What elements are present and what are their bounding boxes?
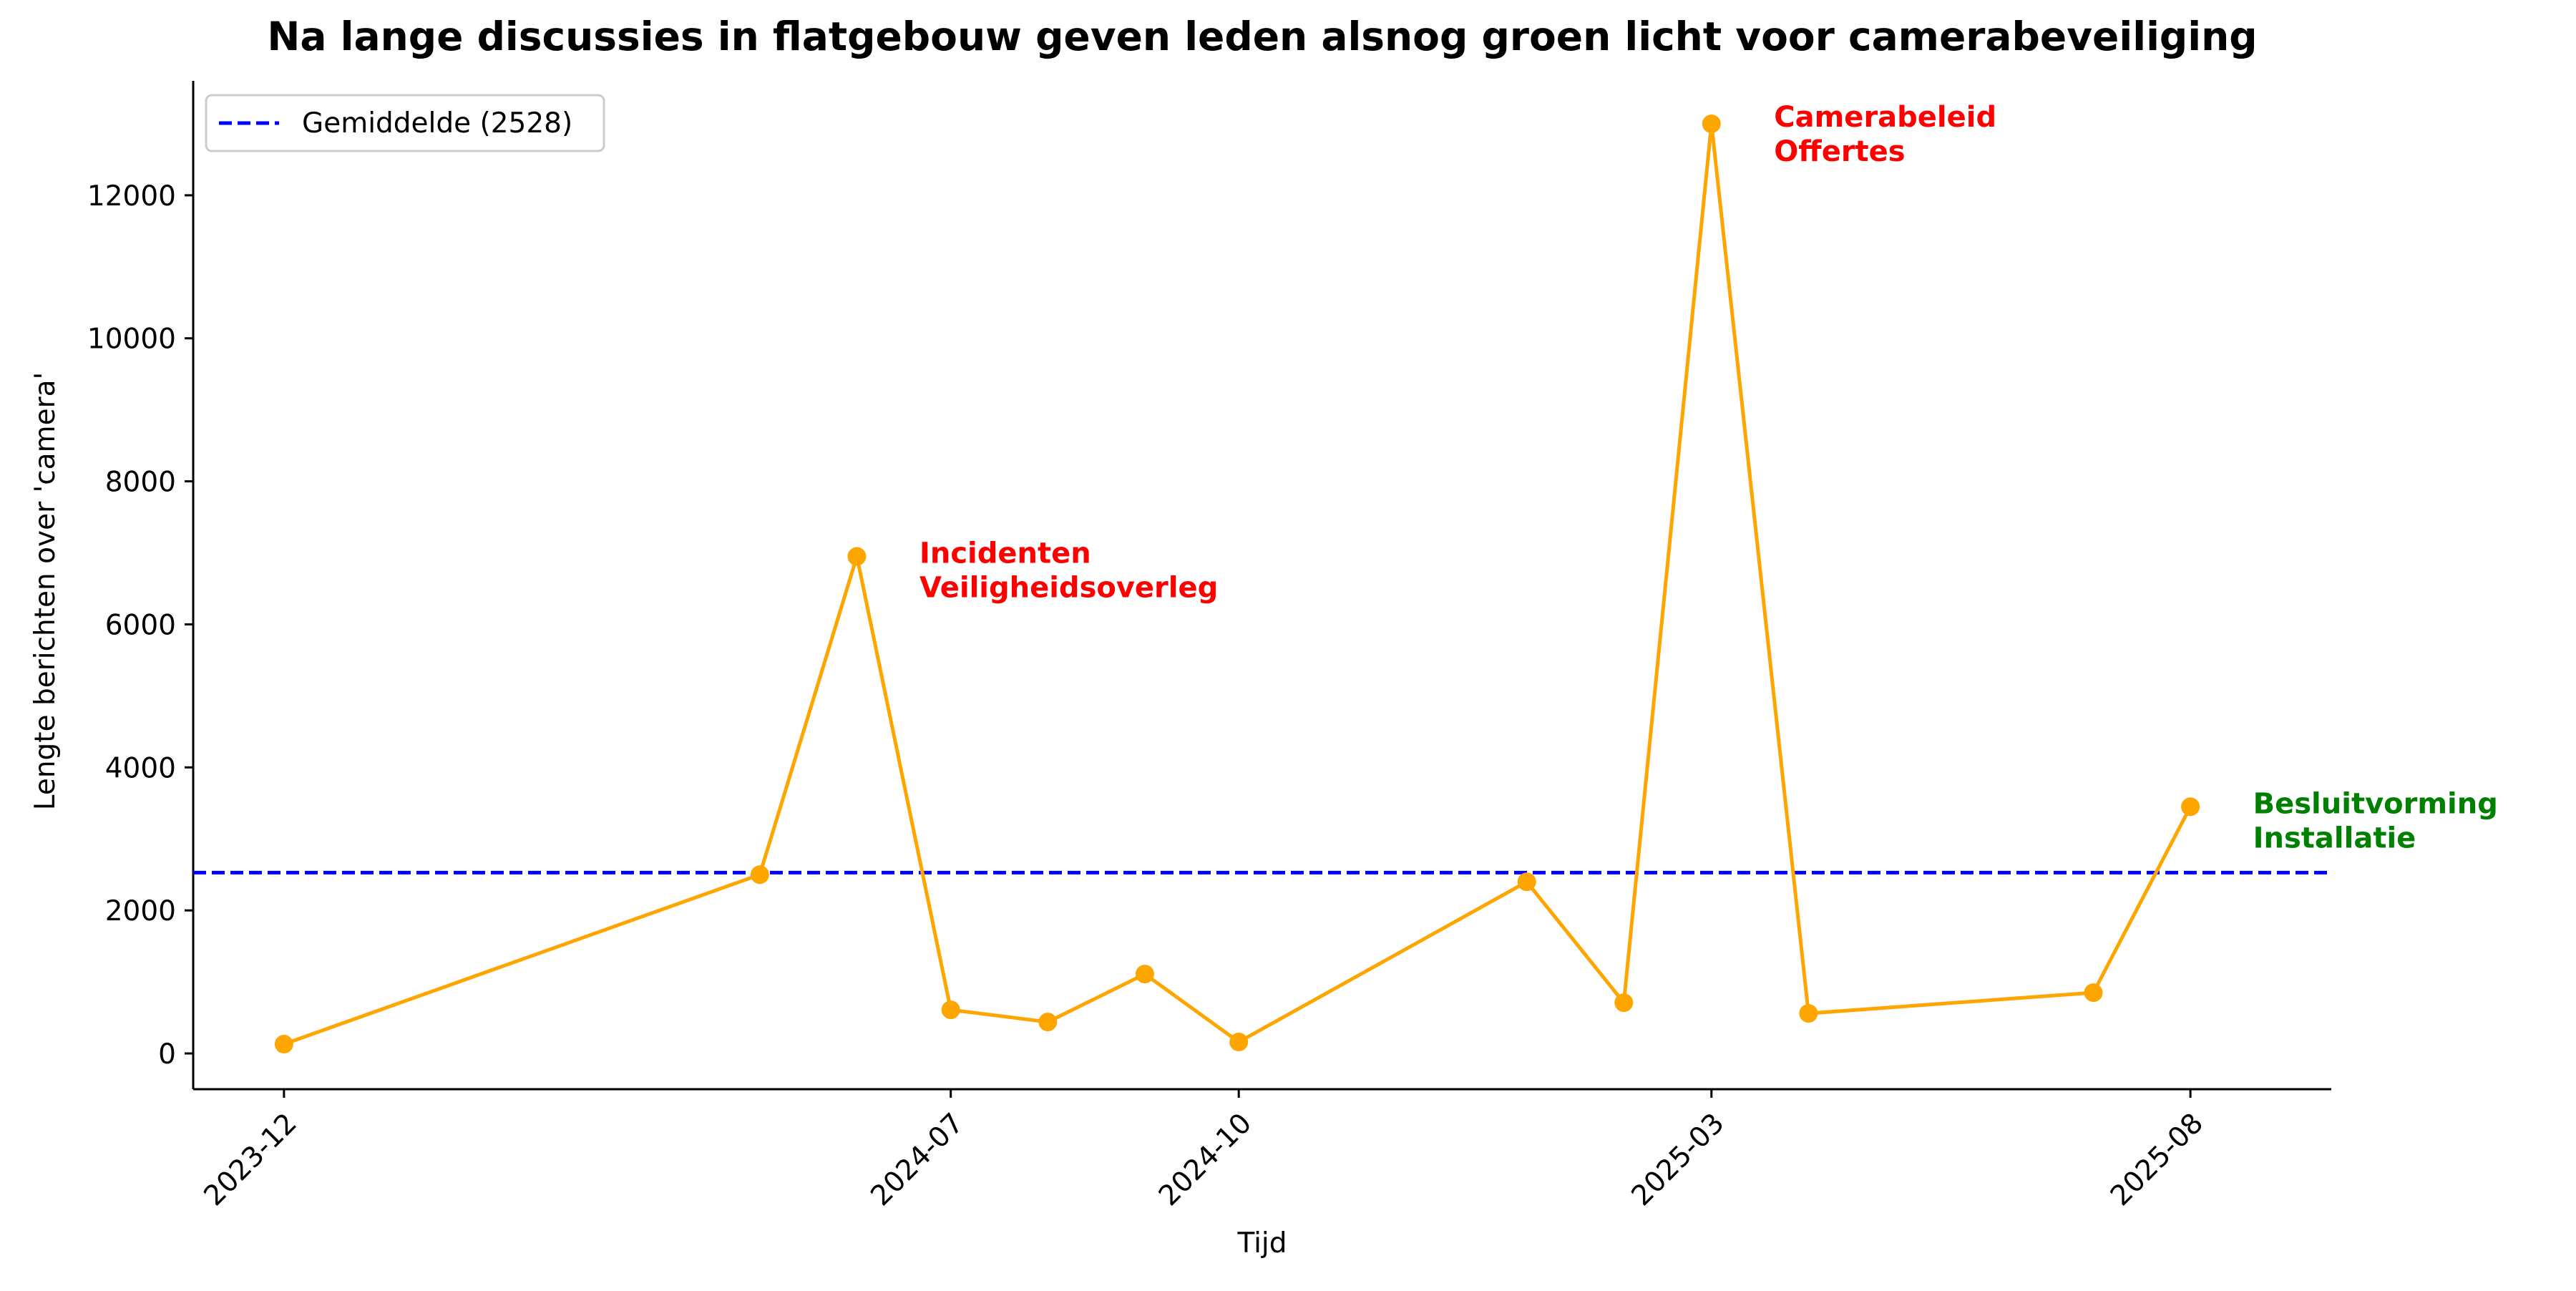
y-tick-label: 0: [158, 1038, 176, 1071]
series-group: [274, 114, 2200, 1054]
chart-title: Na lange discussies in flatgebouw geven …: [267, 14, 2257, 59]
y-ticks: 0 2000 4000 6000 8000 10000 12000: [87, 180, 193, 1071]
data-point: [1702, 114, 1721, 133]
data-point: [1229, 1033, 1249, 1052]
annotation-line: Offertes: [1774, 135, 1905, 168]
data-point: [1614, 993, 1634, 1013]
data-point: [847, 547, 867, 566]
data-point: [1135, 965, 1154, 984]
data-point: [1038, 1013, 1058, 1032]
annotation-line: Installatie: [2253, 822, 2416, 854]
data-point: [941, 1000, 960, 1020]
x-axis-label: Tijd: [1236, 1227, 1287, 1260]
y-tick-label: 2000: [105, 895, 176, 927]
legend: Gemiddelde (2528): [205, 94, 605, 152]
axes: [192, 81, 2331, 1091]
data-point: [1799, 1004, 1818, 1023]
annotation-line: Veiligheidsoverleg: [919, 572, 1218, 605]
data-point: [1517, 872, 1536, 892]
legend-label: Gemiddelde (2528): [302, 107, 572, 140]
y-tick-label: 8000: [105, 467, 176, 499]
data-point: [2084, 983, 2103, 1003]
data-point: [274, 1035, 293, 1054]
annotation-line: Camerabeleid: [1774, 101, 1996, 134]
y-tick-label: 10000: [87, 323, 176, 356]
data-point: [2181, 797, 2200, 817]
y-tick-label: 4000: [105, 752, 176, 784]
legend-frame: [205, 94, 605, 152]
y-axis-label: Lengte berichten over 'camera': [29, 372, 62, 810]
annotation-line: Besluitvorming: [2253, 787, 2498, 820]
annotation-line: Incidenten: [919, 537, 1091, 570]
y-tick-label: 12000: [87, 180, 176, 213]
data-point: [750, 865, 769, 885]
y-tick-label: 6000: [105, 609, 176, 641]
